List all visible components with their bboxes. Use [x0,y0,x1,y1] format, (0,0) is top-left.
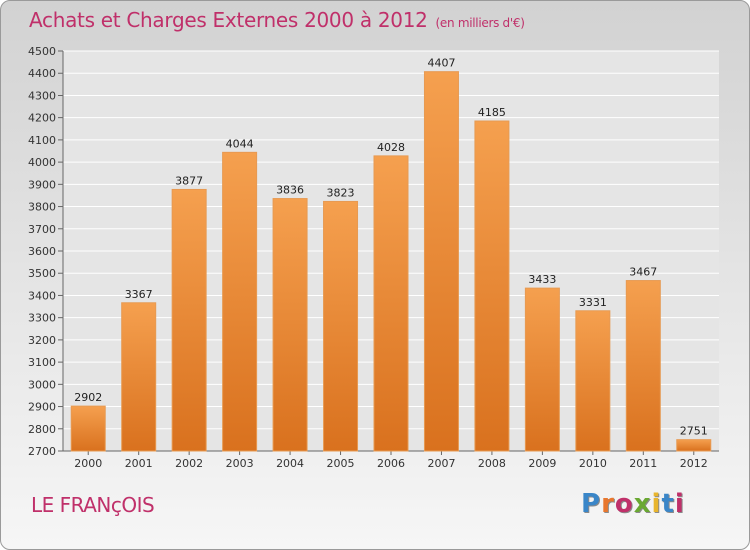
bar-value-label: 3433 [528,273,556,286]
chart-unit: (en milliers d'€) [435,16,525,30]
logo-letter: i [651,489,662,519]
x-tick-label: 2012 [680,457,708,470]
bar [171,188,207,452]
bar [121,302,157,452]
logo-letter: P [581,489,602,519]
bar-value-label: 3367 [125,288,153,301]
y-tick-label: 3200 [28,334,56,347]
bar [272,198,308,452]
x-tick-label: 2003 [226,457,254,470]
x-tick-label: 2000 [74,457,102,470]
x-tick-label: 2011 [629,457,657,470]
commune-name: LE FRANçOIS [31,493,155,517]
chart-title: Achats et Charges Externes 2000 à 2012 (e… [29,8,525,32]
x-tick-label: 2008 [478,457,506,470]
bar [474,120,510,452]
y-tick-label: 2700 [28,445,56,458]
bar [625,280,661,452]
bar-value-label: 4044 [226,137,254,150]
x-tick-label: 2005 [327,457,355,470]
logo-letter: r [601,489,615,519]
x-tick-label: 2009 [528,457,556,470]
bar [323,200,359,452]
y-tick-label: 3400 [28,289,56,302]
bar-value-label: 2902 [74,391,102,404]
y-tick-label: 4300 [28,89,56,102]
x-tick-label: 2006 [377,457,405,470]
x-tick-label: 2010 [579,457,607,470]
y-tick-label: 4400 [28,67,56,80]
chart-title-text: Achats et Charges Externes 2000 à 2012 [29,8,428,32]
bar-value-label: 3877 [175,174,203,187]
y-tick-label: 4200 [28,112,56,125]
x-tick-label: 2002 [175,457,203,470]
bar-value-label: 2751 [680,425,708,438]
bar [70,405,106,452]
logo-letter: i [674,489,685,519]
bar-value-label: 3467 [629,266,657,279]
bar [222,151,258,452]
bar [524,287,560,452]
proxiti-logo[interactable]: Proxiti [581,489,685,519]
bar [575,310,611,452]
bar [373,155,409,452]
y-tick-label: 3000 [28,378,56,391]
y-tick-label: 4000 [28,156,56,169]
y-tick-label: 3900 [28,178,56,191]
y-tick-label: 3700 [28,223,56,236]
y-tick-label: 4500 [28,45,56,58]
bar-value-label: 3836 [276,184,304,197]
bar-value-label: 4185 [478,106,506,119]
y-tick-label: 3800 [28,201,56,214]
y-tick-label: 2800 [28,423,56,436]
bar-value-label: 4407 [427,57,455,70]
y-tick-label: 3500 [28,267,56,280]
y-tick-label: 3100 [28,356,56,369]
bar [676,439,712,452]
logo-letter: t [661,489,675,519]
x-tick-label: 2004 [276,457,304,470]
bar [423,71,459,452]
bar-value-label: 3331 [579,296,607,309]
y-tick-label: 4100 [28,134,56,147]
bar-value-label: 4028 [377,141,405,154]
logo-letter: x [633,489,652,519]
y-tick-label: 3300 [28,312,56,325]
label-layer: 2700 2800 2900 3000 3100 3200 3300 3400 3500 3600… [28,45,708,470]
x-tick-label: 2007 [427,457,455,470]
logo-letter: o [614,489,634,519]
x-tick-label: 2001 [125,457,153,470]
bar-layer [70,71,712,452]
y-tick-label: 3600 [28,245,56,258]
bar-value-label: 3823 [327,186,355,199]
y-tick-label: 2900 [28,401,56,414]
